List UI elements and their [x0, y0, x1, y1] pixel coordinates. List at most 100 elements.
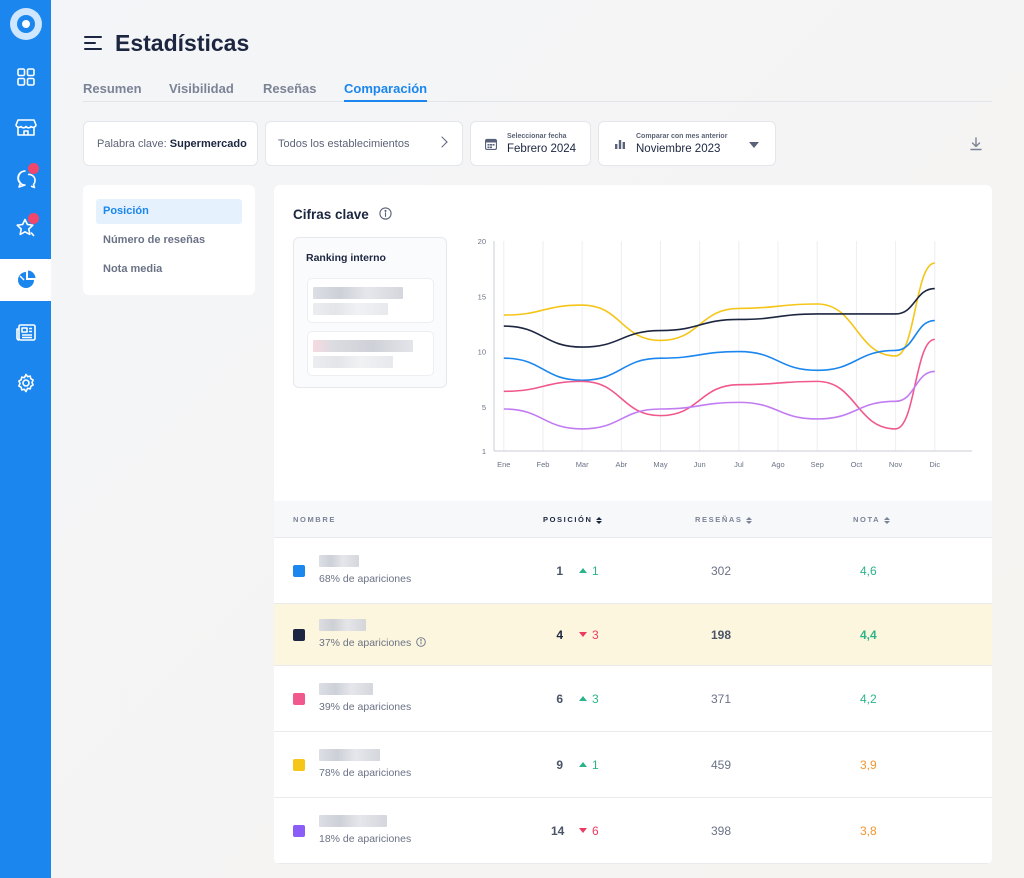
keyword-filter[interactable]: Palabra clave: Supermercado: [83, 121, 258, 166]
series-color-swatch: [293, 565, 305, 577]
info-icon[interactable]: [416, 637, 427, 647]
x-tick-label: Ene: [497, 460, 510, 469]
sort-icon: [746, 516, 753, 524]
calendar-icon: [485, 138, 497, 150]
key-figures-card: Cifras clave Ranking interno Ene Feb Mar Ab…: [274, 185, 992, 864]
arrow-up-icon: [579, 568, 587, 573]
reviews-count: 459: [711, 758, 732, 772]
sidebar-item-store[interactable]: [0, 106, 51, 148]
position-value: 14: [551, 824, 565, 838]
newspaper-icon: [15, 324, 36, 341]
table-row[interactable]: 37% de apariciones 4 3 198 4,4: [274, 604, 992, 666]
y-tick-label: 5: [482, 403, 486, 412]
page-title: Estadísticas: [115, 30, 250, 56]
column-header-name: NOMBRE: [293, 515, 336, 524]
position-change: 6: [592, 824, 599, 838]
establishments-filter[interactable]: Todos los establecimientos: [265, 121, 463, 166]
dropdown-arrow-icon: [749, 142, 759, 148]
date-value: Febrero 2024: [507, 142, 577, 155]
compare-label: Comparar con mes anterior: [636, 132, 728, 140]
statistics-pie-icon: [17, 270, 35, 288]
ranking-slot: [307, 331, 434, 376]
ranking-slot: [307, 278, 434, 323]
average-note: 3,8: [860, 824, 877, 838]
table-row[interactable]: 78% de apariciones 9 1 459 3,9: [274, 732, 992, 798]
sidebar-item-settings[interactable]: [0, 362, 51, 404]
y-tick-label: 15: [478, 292, 486, 301]
metric-item-numero-resenas[interactable]: Número de reseñas: [103, 234, 206, 246]
tab-visibilidad[interactable]: Visibilidad: [169, 81, 234, 96]
sidebar-item-messages[interactable]: [0, 157, 51, 199]
download-icon[interactable]: [968, 136, 984, 152]
blurred-establishment-name: [319, 683, 373, 695]
notification-badge: [28, 163, 39, 174]
table-row[interactable]: 39% de apariciones 6 3 371 4,2: [274, 666, 992, 732]
blurred-establishment-name: [319, 555, 359, 567]
ranking-box: Ranking interno: [293, 237, 447, 388]
x-tick-label: Abr: [616, 460, 628, 469]
blurred-establishment-name: [319, 815, 387, 827]
sidebar-item-reviews[interactable]: [0, 207, 51, 249]
sort-icon: [596, 516, 603, 524]
tab-comparacion[interactable]: Comparación: [344, 81, 428, 102]
table-row[interactable]: 18% de apariciones 14 6 398 3,8: [274, 798, 992, 864]
series-color-swatch: [293, 693, 305, 705]
appearances-text: 78% de apariciones: [319, 767, 412, 779]
x-tick-label: Feb: [537, 460, 550, 469]
metric-menu: Posición Número de reseñas Nota media: [83, 185, 255, 295]
position-change: 1: [592, 564, 599, 578]
x-tick-label: Sep: [811, 460, 824, 469]
metric-item-nota-media[interactable]: Nota media: [103, 263, 163, 275]
series-line: [503, 319, 935, 382]
ranking-title: Ranking interno: [306, 252, 386, 264]
keyword-label: Palabra clave:: [97, 137, 167, 150]
reviews-count: 371: [711, 692, 732, 706]
series-line: [503, 370, 935, 430]
card-title: Cifras clave: [293, 207, 369, 222]
sidebar-item-news[interactable]: [0, 312, 51, 354]
position-value: 6: [556, 692, 563, 706]
column-header-position[interactable]: POSICIÓN: [543, 515, 603, 524]
bar-chart-icon: [615, 139, 625, 149]
hamburger-menu-icon[interactable]: [84, 36, 104, 51]
table-row[interactable]: 68% de apariciones 1 1 302 4,6: [274, 538, 992, 604]
info-icon[interactable]: [379, 207, 392, 220]
series-line: [503, 338, 936, 430]
tab-resumen[interactable]: Resumen: [83, 81, 142, 96]
reviews-count: 302: [711, 564, 732, 578]
tab-resenas[interactable]: Reseñas: [263, 81, 317, 96]
average-note: 4,2: [860, 692, 877, 706]
column-header-reviews[interactable]: RESEÑAS: [695, 515, 753, 524]
reviews-count: 198: [711, 628, 732, 642]
date-selector[interactable]: Seleccionar fecha Febrero 2024: [470, 121, 591, 166]
y-tick-label: 20: [478, 237, 486, 246]
app-logo[interactable]: [10, 8, 42, 40]
x-tick-label: Nov: [889, 460, 903, 469]
x-tick-label: Dic: [929, 460, 940, 469]
appearances-text: 37% de apariciones: [319, 637, 427, 649]
column-header-note[interactable]: NOTA: [853, 515, 891, 524]
appearances-text: 18% de apariciones: [319, 833, 412, 845]
sort-icon: [884, 516, 891, 524]
position-value: 9: [556, 758, 563, 772]
average-note: 4,4: [860, 628, 877, 642]
x-tick-label: Jul: [734, 460, 744, 469]
arrow-up-icon: [579, 762, 587, 767]
settings-gear-icon: [17, 373, 34, 393]
metric-item-posicion[interactable]: Posición: [96, 199, 242, 224]
compare-selector[interactable]: Comparar con mes anterior Noviembre 2023: [598, 121, 776, 166]
keyword-value: Supermercado: [169, 137, 247, 150]
y-tick-label: 10: [478, 348, 486, 357]
compare-value: Noviembre 2023: [636, 142, 721, 155]
date-label: Seleccionar fecha: [507, 132, 567, 140]
sidebar: [0, 0, 51, 878]
series-line: [503, 287, 935, 348]
series-line: [503, 262, 936, 357]
sidebar-item-dashboard[interactable]: [0, 56, 51, 98]
x-tick-label: Jun: [694, 460, 706, 469]
blurred-establishment-name: [319, 619, 366, 631]
star-reviews-icon: [15, 218, 35, 237]
sidebar-item-statistics[interactable]: [0, 259, 51, 301]
table-header: NOMBRE POSICIÓN RESEÑAS NOTA: [274, 501, 992, 538]
arrow-down-icon: [579, 828, 587, 833]
